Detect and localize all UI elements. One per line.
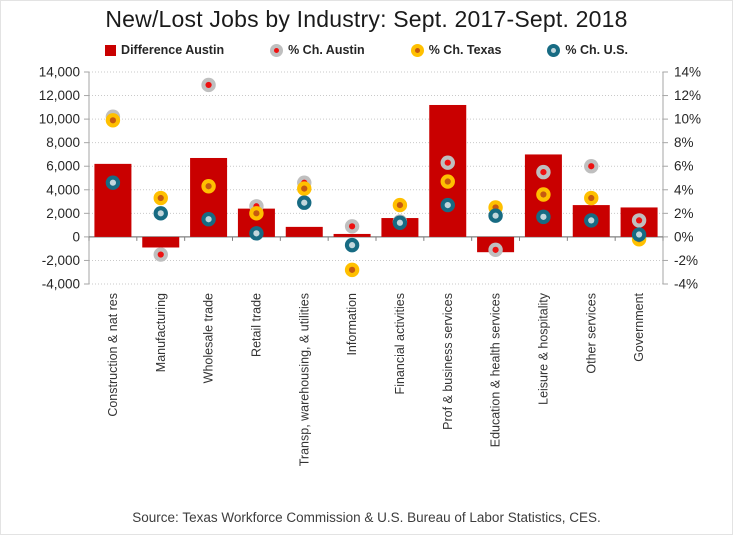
red-dot-icon [274, 47, 280, 53]
austin-marker-dot [635, 217, 643, 224]
left-tick-label: 8,000 [46, 135, 80, 150]
legend-label: Difference Austin [121, 43, 225, 57]
category-label: Other services [584, 293, 598, 374]
texas-marker-dot [157, 194, 164, 202]
right-tick-label: 0% [674, 229, 694, 244]
austin-marker-dot [492, 246, 499, 253]
gray-donut-icon [270, 43, 284, 57]
left-tick-label: 14,000 [39, 65, 80, 80]
us-marker-dot [301, 199, 308, 206]
difference-bar [142, 236, 180, 248]
austin-marker-dot [157, 251, 164, 258]
texas-marker-dot [444, 178, 451, 185]
us-marker-dot [635, 231, 643, 238]
austin-marker-dot [205, 81, 212, 89]
legend-label: % Ch. Austin [288, 43, 365, 57]
difference-bar [94, 163, 132, 237]
right-tick-label: 8% [674, 135, 694, 150]
texas-marker-dot [588, 194, 595, 202]
us-marker-dot [157, 210, 164, 217]
texas-marker-dot [348, 266, 356, 273]
category-label: Retail trade [249, 293, 263, 357]
difference-bar [429, 104, 467, 237]
right-tick-label: 14% [674, 65, 701, 80]
combo-chart: 14,000 14% 12,000 12% 10,000 10% 8,000 8% 6,000 6… [39, 65, 701, 467]
us-marker-dot [348, 242, 356, 249]
legend-item-difference-austin: Difference Austin [105, 43, 224, 57]
legend-label: % Ch. Texas [428, 43, 502, 57]
left-tick-label: 4,000 [46, 182, 80, 197]
texas-marker-dot [396, 201, 404, 209]
right-tick-label: 4% [674, 182, 694, 197]
category-label: Transp, warehousing, & utilities [297, 293, 311, 466]
right-tick-label: 2% [674, 206, 694, 221]
legend-item-pct-texas: % Ch. Texas [410, 43, 502, 57]
us-marker-dot [109, 179, 117, 186]
category-label: Wholesale trade [202, 293, 216, 383]
austin-marker-dot [588, 163, 595, 170]
austin-marker-dot [348, 223, 356, 230]
category-label: Prof & business services [441, 293, 455, 430]
texas-marker-dot [205, 183, 212, 190]
category-label: Education & health services [489, 293, 503, 447]
left-tick-label: -2,000 [42, 253, 80, 268]
category-label: Leisure & hospitality [536, 292, 550, 405]
teal-donut-icon [547, 43, 561, 57]
austin-marker-dot [540, 169, 547, 176]
category-label: Government [632, 292, 646, 361]
chart-title: New/Lost Jobs by Industry: Sept. 2017-Se… [105, 6, 628, 32]
right-tick-label: -2% [674, 253, 698, 268]
legend-label: % Ch. U.S. [565, 43, 628, 57]
right-tick-label: 12% [674, 88, 701, 103]
texas-marker-dot [109, 117, 117, 124]
red-square-icon [105, 44, 117, 56]
difference-bar [285, 226, 323, 237]
us-marker-dot [492, 212, 499, 219]
us-marker-dot [588, 217, 595, 224]
left-tick-label: -4,000 [42, 277, 80, 292]
texas-marker-dot [253, 210, 260, 217]
us-marker-dot [396, 219, 404, 226]
difference-bar [333, 233, 371, 237]
right-tick-label: 6% [674, 159, 694, 174]
category-label: Construction & nat res [106, 293, 120, 417]
us-marker-dot [205, 216, 212, 223]
texas-marker-dot [540, 191, 547, 198]
lightblue-dot-icon [551, 47, 557, 53]
us-marker-dot [444, 201, 451, 209]
austin-marker-dot [444, 159, 451, 166]
us-marker-dot [253, 230, 260, 237]
orange-dot-icon [414, 47, 420, 53]
texas-marker-dot [301, 185, 308, 192]
left-tick-label: 0 [72, 229, 80, 244]
left-tick-label: 6,000 [46, 159, 80, 174]
left-tick-label: 12,000 [39, 88, 80, 103]
source-note: Source: Texas Workforce Commission & U.S… [132, 510, 601, 525]
legend-item-pct-austin: % Ch. Austin [270, 43, 365, 57]
category-label: Manufacturing [154, 293, 168, 372]
yellow-donut-icon [410, 43, 424, 57]
us-marker-dot [540, 213, 547, 220]
left-tick-label: 2,000 [46, 206, 80, 221]
left-tick-label: 10,000 [39, 112, 80, 127]
category-label: Information [345, 293, 359, 356]
category-label: Financial activities [393, 293, 407, 394]
legend-item-pct-us: % Ch. U.S. [547, 43, 628, 57]
right-tick-label: 10% [674, 112, 701, 127]
right-tick-label: -4% [674, 277, 698, 292]
chart-legend: Difference Austin % Ch. Austin % Ch. Tex… [1, 43, 732, 57]
